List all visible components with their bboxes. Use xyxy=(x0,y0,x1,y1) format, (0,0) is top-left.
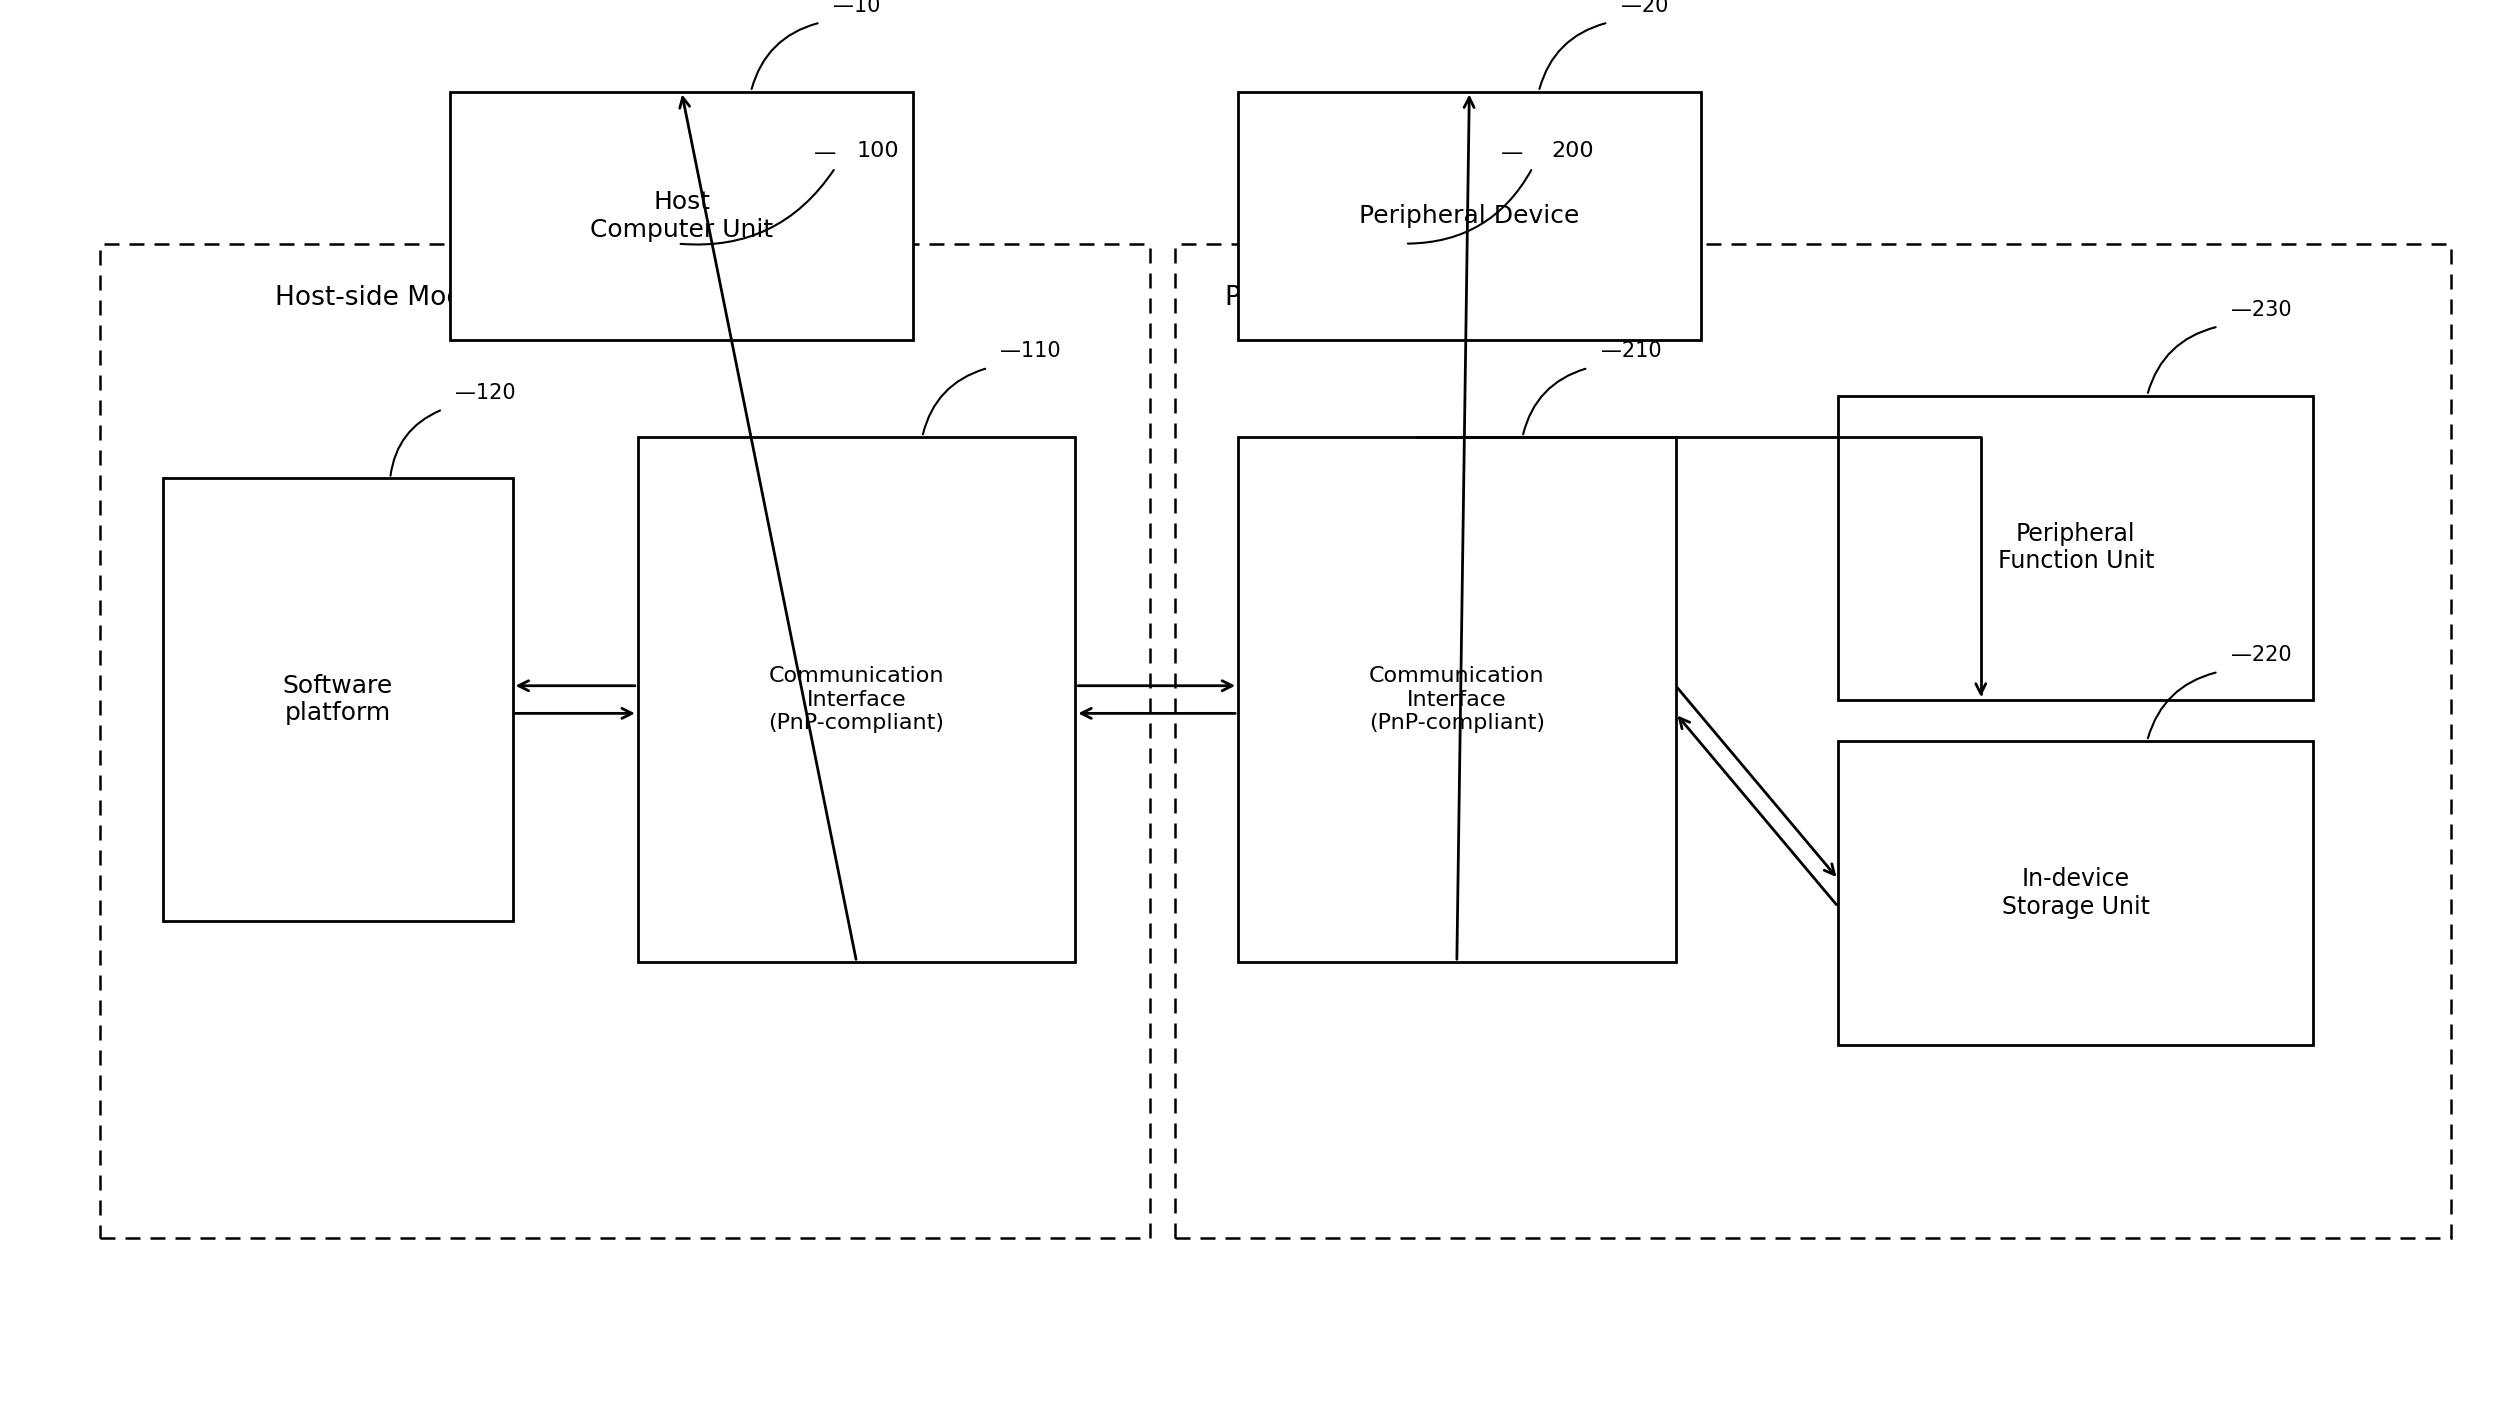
Text: Host
Computer Unit: Host Computer Unit xyxy=(590,190,773,242)
Text: Peripheral-side Module: Peripheral-side Module xyxy=(1225,285,1528,311)
Text: —20: —20 xyxy=(1621,0,1668,16)
Text: Communication
Interface
(PnP-compliant): Communication Interface (PnP-compliant) xyxy=(768,666,945,733)
Text: —230: —230 xyxy=(2231,299,2291,319)
Text: 200: 200 xyxy=(1551,140,1593,160)
Text: —: — xyxy=(1501,143,1523,163)
Text: —120: —120 xyxy=(455,383,515,403)
Text: In-device
Storage Unit: In-device Storage Unit xyxy=(2001,866,2151,919)
Text: Communication
Interface
(PnP-compliant): Communication Interface (PnP-compliant) xyxy=(1368,666,1546,733)
Text: Host-side Module: Host-side Module xyxy=(275,285,503,311)
Text: Software
platform: Software platform xyxy=(283,674,393,726)
FancyBboxPatch shape xyxy=(1238,92,1701,340)
FancyBboxPatch shape xyxy=(450,92,913,340)
FancyBboxPatch shape xyxy=(1838,396,2313,699)
Text: —: — xyxy=(815,143,838,163)
Text: —10: —10 xyxy=(833,0,880,16)
FancyBboxPatch shape xyxy=(1238,437,1676,961)
Text: —220: —220 xyxy=(2231,645,2291,665)
FancyBboxPatch shape xyxy=(638,437,1075,961)
FancyBboxPatch shape xyxy=(1838,742,2313,1045)
Text: Peripheral
Function Unit: Peripheral Function Unit xyxy=(1998,522,2153,573)
FancyBboxPatch shape xyxy=(163,478,513,920)
Text: Peripheral Device: Peripheral Device xyxy=(1358,204,1581,228)
Text: 100: 100 xyxy=(855,140,898,160)
Text: —210: —210 xyxy=(1601,342,1661,362)
Text: —110: —110 xyxy=(1000,342,1060,362)
